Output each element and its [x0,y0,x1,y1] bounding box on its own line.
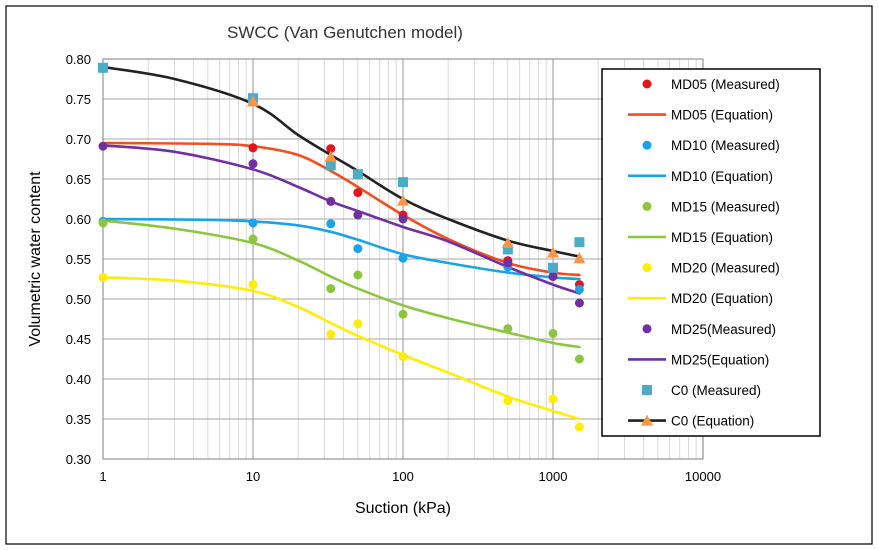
data-point [98,62,108,73]
data-point [398,214,408,224]
series-line [101,217,581,281]
series-line [101,276,581,421]
data-point [98,141,108,151]
data-point [574,422,584,432]
y-tick-label: 0.30 [66,452,91,467]
y-tick-label: 0.70 [66,132,91,147]
data-point [353,244,363,254]
data-point [248,234,258,244]
data-point [98,272,108,282]
data-point [503,258,513,268]
data-point [326,284,336,294]
data-point [247,95,259,107]
data-point [353,210,363,220]
series-line [101,219,581,349]
y-tick-label: 0.55 [66,252,91,267]
data-point [574,354,584,364]
legend-label: MD10 (Equation) [671,169,773,184]
data-point [398,253,408,263]
legend-marker-swatch [642,324,652,334]
legend-marker-swatch [642,79,652,89]
data-point [398,352,408,362]
data-point [98,218,108,228]
data-point [352,169,363,180]
legend-label: MD15 (Equation) [671,230,773,245]
x-tick-label: 1 [99,469,106,484]
data-point [503,324,513,334]
y-tick-label: 0.65 [66,172,91,187]
legend-marker-swatch [642,201,652,211]
data-point [397,194,409,206]
data-point [248,143,258,153]
x-tick-label: 100 [392,469,414,484]
y-axis-title: Volumetric water content [27,171,44,347]
data-point [398,177,408,188]
data-point [547,246,559,258]
data-point [248,280,258,290]
data-point [353,188,363,198]
y-tick-label: 0.60 [66,212,91,227]
data-point [326,196,336,206]
data-point [502,244,513,255]
data-point [548,272,558,282]
x-tick-label: 10 [246,469,260,484]
series-layer [98,62,586,432]
legend-label: MD05 (Measured) [671,77,780,92]
data-point [353,319,363,329]
data-point [574,284,584,294]
legend-label: C0 (Measured) [671,383,761,398]
data-point [248,159,258,169]
series-line [101,141,581,277]
data-point [326,144,336,154]
data-point [503,396,513,406]
y-tick-label: 0.75 [66,92,91,107]
legend: MD05 (Measured) MD05 (Equation) MD10 (Meas… [601,68,821,437]
y-tick-label: 0.80 [66,52,91,67]
data-point [248,218,258,228]
data-point [574,237,585,248]
x-tick-label: 10000 [685,469,721,484]
data-point [501,237,514,248]
legend-label: MD20 (Measured) [671,261,780,276]
legend-label: MD20 (Equation) [671,291,773,306]
legend-marker-swatch [641,414,653,426]
x-tick-label: 1000 [539,469,568,484]
data-point [325,160,336,171]
data-point [548,262,558,273]
legend-label: MD15 (Measured) [671,199,780,214]
data-point [548,394,558,404]
y-tick-label: 0.45 [66,332,91,347]
legend-label: MD25(Measured) [671,322,776,337]
legend-label: C0 (Equation) [671,414,754,429]
legend-marker-swatch [642,140,652,150]
tick-labels: 1 10 100 1000 10000 0.30 0.35 0.40 0.45 0.50 0.55 0… [66,52,721,484]
legend-label: MD25(Equation) [671,352,769,367]
legend-marker-swatch [642,263,652,273]
data-point [326,329,336,339]
y-tick-label: 0.50 [66,292,91,307]
legend-label: MD10 (Measured) [671,138,780,153]
legend-label: MD05 (Equation) [671,108,773,123]
data-point [574,298,584,308]
data-point [548,328,558,338]
legend-box [601,68,821,437]
data-point [398,309,408,319]
x-axis-title: Suction (kPa) [355,500,451,517]
y-tick-label: 0.40 [66,372,91,387]
data-point [353,270,363,280]
data-point [324,150,337,162]
legend-marker-swatch [642,385,652,395]
y-tick-label: 0.35 [66,412,91,427]
data-point [326,219,336,229]
chart-title: SWCC (Van Genutchen model) [227,23,463,42]
data-point [573,252,586,264]
